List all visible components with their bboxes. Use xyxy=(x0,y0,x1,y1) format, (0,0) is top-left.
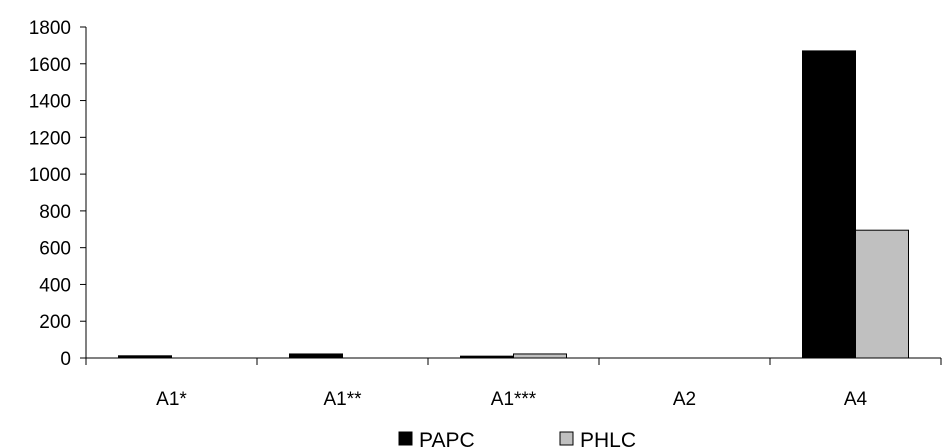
x-tick-label: A2 xyxy=(673,389,696,410)
y-tick-label: 1800 xyxy=(29,18,71,39)
y-tick-label: 800 xyxy=(39,202,71,223)
x-tick-label: A1** xyxy=(323,389,362,410)
y-tick-label: 400 xyxy=(39,275,71,296)
y-tick-label: 600 xyxy=(39,239,71,260)
y-tick-label: 1200 xyxy=(29,128,71,149)
x-axis: A1* A1** A1*** A2 A4 xyxy=(85,357,942,410)
y-tick-label: 1000 xyxy=(29,165,71,186)
bar-phlc-a1sss xyxy=(513,353,567,359)
legend-label-papc: PAPC xyxy=(419,429,475,448)
bar-phlc-a4 xyxy=(855,229,909,359)
y-axis: 0 200 400 600 800 1000 1200 1400 1600 1800 xyxy=(29,18,87,370)
bar-papc-a1s xyxy=(118,355,172,359)
x-tick-label: A4 xyxy=(844,389,868,410)
bar-papc-a1sss xyxy=(460,355,514,359)
x-tick-label: A1*** xyxy=(491,389,537,410)
y-tick-label: 1400 xyxy=(29,92,71,113)
bar-papc-a1ss xyxy=(289,353,343,359)
bar-papc-a4 xyxy=(802,50,856,359)
y-tick-label: 0 xyxy=(60,349,71,370)
legend-label-phlc: PHLC xyxy=(580,429,636,448)
legend: PAPC PHLC xyxy=(398,429,636,448)
y-tick-label: 200 xyxy=(39,312,71,333)
y-tick-label: 1600 xyxy=(29,55,71,76)
x-tick-label: A1* xyxy=(156,389,187,410)
legend-swatch-papc xyxy=(398,431,413,446)
legend-swatch-phlc xyxy=(559,431,574,446)
bars xyxy=(118,50,909,359)
